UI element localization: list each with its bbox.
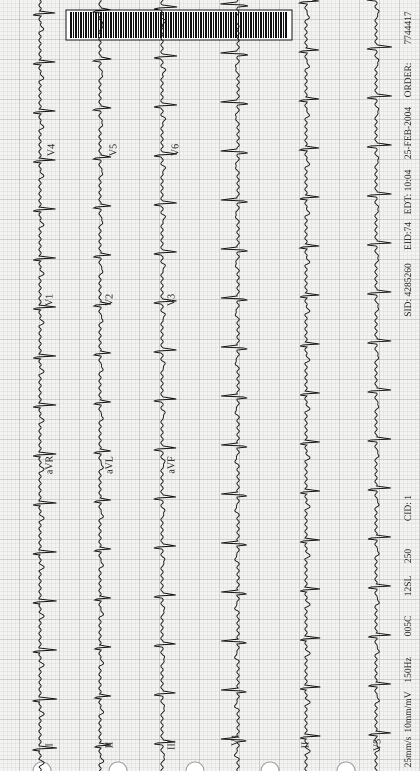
lead-label: aVF	[166, 456, 177, 474]
ecg-sheet: I aVR V1 V4 II aVL V2 V5 III aVF V3 V6 V…	[0, 0, 420, 771]
lead-label: V2	[104, 294, 115, 306]
lead-label: aVL	[104, 456, 115, 474]
lead-label: V3	[166, 294, 177, 306]
lead-label: II	[104, 742, 115, 749]
footer-text: 250	[404, 549, 414, 564]
footer-text: EID:74	[404, 222, 414, 250]
lead-label: III	[166, 740, 177, 750]
rhythm-label: V5	[372, 739, 383, 751]
rhythm-label: II	[300, 742, 311, 749]
footer-text: 10mm/mV	[404, 691, 414, 732]
footer-text: 7744417	[404, 11, 414, 45]
lead-label: aVR	[44, 456, 55, 475]
footer-text: EDT: 10:04	[404, 169, 414, 214]
footer-text: CID: 1	[404, 495, 414, 521]
footer-text: SID: 4285260	[404, 263, 414, 317]
lead-label: V6	[170, 144, 181, 156]
footer-text: 12SL	[404, 576, 414, 597]
lead-label: V4	[46, 144, 57, 156]
footer-text: 25-FEB-2004	[404, 107, 414, 160]
lead-label: I	[44, 743, 55, 746]
lead-label: V1	[44, 294, 55, 306]
footer-text: 25mm/s	[404, 736, 414, 767]
footer-text: 005C	[404, 616, 414, 637]
rhythm-label: V1	[230, 734, 241, 746]
grid	[0, 0, 420, 771]
barcode	[70, 12, 288, 38]
footer-text: 150Hz	[404, 657, 414, 682]
lead-label: V5	[108, 144, 119, 156]
footer-text: ORDER:	[404, 63, 414, 98]
